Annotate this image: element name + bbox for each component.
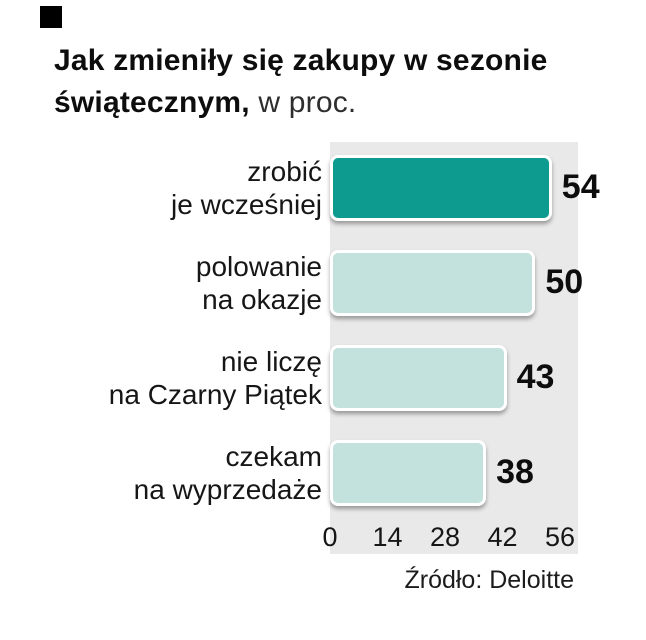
chart-title-suffix: w proc. xyxy=(249,86,357,119)
x-axis-tick: 14 xyxy=(372,522,403,552)
bar-value: 50 xyxy=(545,263,584,301)
x-axis: 0 14 28 42 56 xyxy=(322,520,575,556)
source-credit: Źródło: Deloitte xyxy=(404,566,574,594)
category-label: czekam na wyprzedaże xyxy=(133,440,322,505)
bar xyxy=(330,344,507,411)
x-axis-tick: 42 xyxy=(487,522,518,552)
bar-area: 50 xyxy=(330,249,583,316)
bar-value: 38 xyxy=(496,453,534,491)
bar-value: 54 xyxy=(561,168,600,206)
bar-row: nie liczę na Czarny Piątek 43 xyxy=(40,330,584,425)
bar-area: 38 xyxy=(330,439,560,506)
bar-area: 43 xyxy=(330,344,560,411)
x-axis-tick: 0 xyxy=(322,522,338,552)
category-label: nie liczę na Czarny Piątek xyxy=(108,345,322,410)
bar-rows: zrobić je wcześniej 54 polowanie na okaz… xyxy=(40,140,600,520)
bar-row: polowanie na okazje 50 xyxy=(40,235,584,330)
bar-row: czekam na wyprzedaże 38 xyxy=(40,425,584,520)
bar-area: 54 xyxy=(330,154,600,221)
bar xyxy=(330,154,552,221)
category-label: zrobić je wcześniej xyxy=(171,155,322,220)
chart-title-bold: Jak zmieniły się zakupy w sezonie świąte… xyxy=(54,44,548,119)
bar-chart: zrobić je wcześniej 54 polowanie na okaz… xyxy=(40,140,600,556)
bar-value: 43 xyxy=(516,358,555,396)
x-axis-tick: 56 xyxy=(544,522,576,552)
chart-title: Jak zmieniły się zakupy w sezonie świąte… xyxy=(54,40,614,124)
x-axis-tick: 28 xyxy=(429,522,461,552)
bar xyxy=(330,249,536,316)
bar xyxy=(330,439,487,506)
brand-square-icon xyxy=(40,6,62,28)
bar-row: zrobić je wcześniej 54 xyxy=(40,140,600,235)
category-label: polowanie na okazje xyxy=(195,250,322,315)
